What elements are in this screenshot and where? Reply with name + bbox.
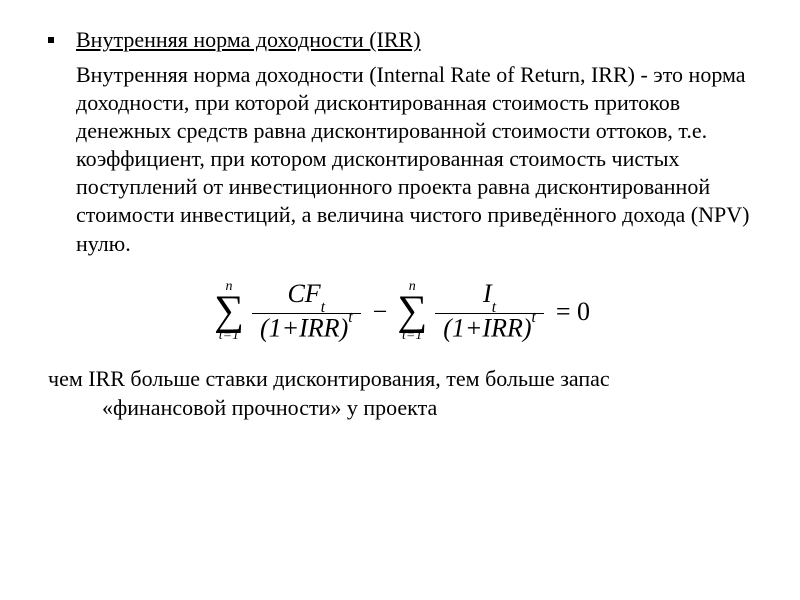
closing-line-1: чем IRR больше ставки дисконтирования, т…: [48, 365, 752, 393]
frac2-exp: t: [532, 309, 536, 326]
irr-formula: n ∑ t=1 CFt (1+IRR)t − n ∑ t=1: [48, 280, 752, 344]
frac1-sub: t: [321, 299, 325, 316]
sum-term-2: n ∑ t=1 It (1+IRR)t: [397, 280, 546, 344]
sum2-lower: t=1: [402, 329, 422, 343]
frac2-numerator: It: [475, 280, 504, 313]
frac2-base: (1+IRR): [443, 314, 531, 343]
sigma-symbol: ∑: [397, 294, 427, 330]
sigma-symbol: ∑: [214, 294, 244, 330]
frac1-denominator: (1+IRR)t: [252, 314, 361, 343]
bullet-icon: [48, 37, 54, 43]
sigma-icon: n ∑ t=1: [214, 280, 244, 344]
sum1-lower: t=1: [219, 329, 239, 343]
frac2-var: I: [483, 279, 492, 308]
heading-row: Внутренняя норма доходности (IRR): [48, 26, 752, 55]
fraction-1: CFt (1+IRR)t: [252, 280, 361, 342]
minus-operator: −: [373, 297, 388, 327]
frac1-exp: t: [348, 309, 352, 326]
frac2-denominator: (1+IRR)t: [435, 314, 544, 343]
frac1-numerator: CFt: [279, 280, 333, 313]
body-paragraph: Внутренняя норма доходности (Internal Ra…: [76, 61, 752, 258]
sigma-icon: n ∑ t=1: [397, 280, 427, 344]
sum-term-1: n ∑ t=1 CFt (1+IRR)t: [214, 280, 363, 344]
closing-line-2: «финансовой прочности» у проекта: [102, 394, 752, 422]
equals-zero: = 0: [556, 297, 590, 327]
frac1-base: (1+IRR): [260, 314, 348, 343]
fraction-2: It (1+IRR)t: [435, 280, 544, 342]
frac2-sub: t: [492, 299, 496, 316]
slide-heading: Внутренняя норма доходности (IRR): [76, 26, 421, 55]
frac1-var: CF: [287, 279, 320, 308]
slide-container: Внутренняя норма доходности (IRR) Внутре…: [0, 0, 800, 600]
